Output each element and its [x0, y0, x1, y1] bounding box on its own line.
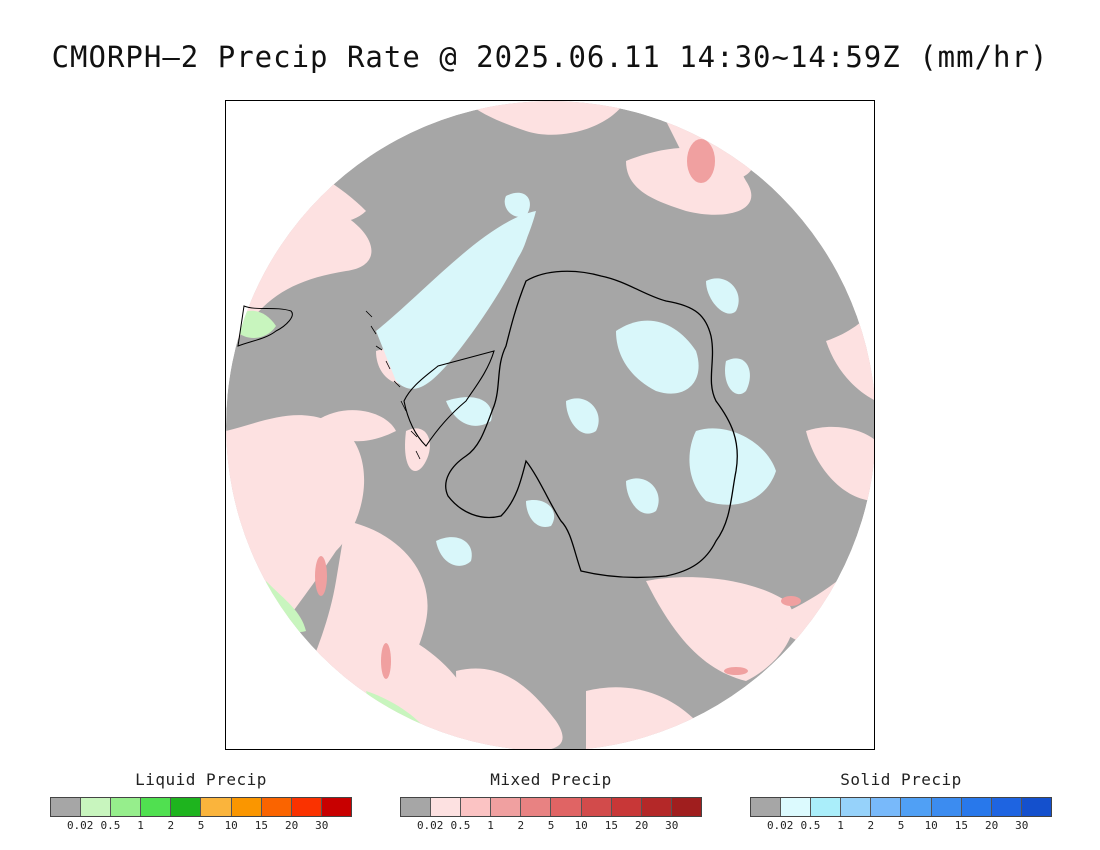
legend-title: Liquid Precip [135, 770, 267, 789]
legend-colorbar [50, 797, 352, 817]
legend-swatch [871, 798, 902, 816]
legend-swatch [991, 798, 1022, 816]
antarctica-coastline [445, 270, 738, 579]
legend-swatch [171, 798, 202, 816]
legend-ticks: 0.02 0.5 1 2 5 10 15 20 30 [400, 817, 702, 833]
legend-tick-label: 1 [137, 819, 144, 832]
legend-swatch [321, 798, 351, 816]
legend-tick-label: 5 [547, 819, 555, 832]
legend-tick-label: 15 [954, 819, 969, 832]
legend-swatch [201, 798, 232, 816]
polar-map [226, 101, 874, 749]
legend-tick-label: 15 [254, 819, 269, 832]
legend-tick-label: 15 [604, 819, 619, 832]
legend-swatch [461, 798, 492, 816]
legend-tick-label: 30 [665, 819, 679, 832]
legend-swatch [51, 798, 82, 816]
legend-tick-label: 2 [517, 819, 525, 832]
legend-swatch [111, 798, 142, 816]
legend-ticks: 0.02 0.5 1 2 5 10 15 20 30 [50, 817, 352, 833]
legend-swatch [751, 798, 782, 816]
legend-swatch [551, 798, 582, 816]
legend-tick-label: 30 [1015, 819, 1029, 832]
legend-swatch [81, 798, 112, 816]
legend-tick-label: 0.5 [450, 819, 471, 832]
legend-swatch [581, 798, 612, 816]
legend-title: Solid Precip [840, 770, 962, 789]
legend-tick-label: 1 [837, 819, 844, 832]
legend-swatch [641, 798, 672, 816]
legend-tick-label: 5 [197, 819, 205, 832]
legend-swatch [491, 798, 522, 816]
legend-tick-label: 10 [224, 819, 238, 832]
legend-tick-label: 1 [487, 819, 494, 832]
legend-swatch [811, 798, 842, 816]
legend-colorbar [750, 797, 1052, 817]
mixed-precip-cells [315, 139, 801, 679]
legend-tick-label: 0.02 [416, 819, 444, 832]
legend-tick-label: 0.5 [100, 819, 121, 832]
legend-colorbar [400, 797, 702, 817]
legend-swatch [611, 798, 642, 816]
legend-swatch [931, 798, 962, 816]
legend-tick-label: 10 [924, 819, 938, 832]
peninsula-islands [365, 310, 421, 460]
legend-tick-label: 2 [167, 819, 175, 832]
legend-tick-label: 5 [897, 819, 905, 832]
map-panel [225, 100, 875, 750]
legend-swatch [961, 798, 992, 816]
legend-swatch [401, 798, 432, 816]
legend-tick-label: 30 [315, 819, 329, 832]
legend-swatch [431, 798, 462, 816]
legend-title: Mixed Precip [490, 770, 612, 789]
legend-tick-label: 20 [284, 819, 299, 832]
legend-swatch [521, 798, 552, 816]
legend-swatch [1021, 798, 1051, 816]
legend-tick-label: 0.5 [800, 819, 821, 832]
legend-tick-label: 0.02 [66, 819, 94, 832]
legend-tick-label: 20 [984, 819, 999, 832]
solid-precip-regions [376, 192, 776, 566]
precip-field [226, 101, 874, 749]
antarctic-peninsula [403, 350, 495, 447]
legend-ticks: 0.02 0.5 1 2 5 10 15 20 30 [750, 817, 1052, 833]
legend-liquid: Liquid Precip 0.02 0.5 1 2 5 10 15 20 30 [50, 770, 352, 833]
legend-swatch [231, 798, 262, 816]
legend-swatch [841, 798, 872, 816]
legend-swatch [261, 798, 292, 816]
legend-mixed: Mixed Precip 0.02 0.5 1 2 5 10 15 20 30 [400, 770, 702, 833]
legend-swatch [901, 798, 932, 816]
legend-swatch [141, 798, 172, 816]
south-america-tip [237, 305, 293, 347]
legend-tick-label: 10 [574, 819, 588, 832]
legend-solid: Solid Precip 0.02 0.5 1 2 5 10 15 20 30 [750, 770, 1052, 833]
map-title: CMORPH–2 Precip Rate @ 2025.06.11 14:30~… [51, 40, 1049, 74]
legend-tick-label: 0.02 [766, 819, 794, 832]
legend-tick-label: 2 [867, 819, 875, 832]
legend-swatch [671, 798, 701, 816]
legend-swatch [291, 798, 322, 816]
legend-swatch [781, 798, 812, 816]
legend-tick-label: 20 [634, 819, 649, 832]
